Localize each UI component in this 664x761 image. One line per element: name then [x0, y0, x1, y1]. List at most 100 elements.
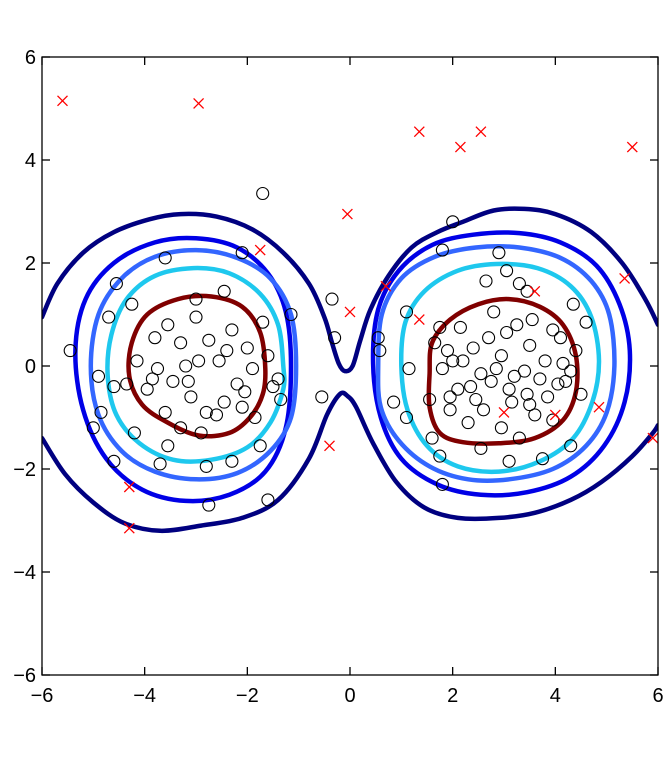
inlier-point	[399, 410, 414, 425]
outlier-point	[413, 126, 425, 138]
x-tick-label: 4	[550, 685, 561, 707]
inlier-point	[423, 392, 437, 407]
inlier-point	[464, 380, 478, 394]
inlier-point	[120, 377, 134, 391]
inlier-point	[86, 421, 100, 435]
inlier-point	[512, 277, 526, 291]
inlier-point	[512, 431, 526, 445]
inlier-point	[245, 362, 260, 376]
inlier-point	[235, 400, 249, 414]
inlier-point	[107, 380, 121, 394]
inlier-point	[150, 362, 165, 376]
outlier-point	[529, 285, 541, 297]
inlier-point	[399, 305, 414, 319]
inlier-point	[453, 320, 467, 334]
inlier-point	[174, 336, 188, 350]
x-tick-label: −4	[133, 685, 156, 707]
inlier-point	[189, 310, 203, 324]
inlier-point	[476, 403, 491, 417]
inlier-point	[440, 344, 455, 358]
inlier-point	[125, 297, 139, 311]
inlier-point	[546, 413, 560, 427]
outlier-point	[57, 95, 68, 107]
inlier-point	[428, 336, 442, 350]
inlier-point	[274, 392, 288, 407]
inlier-point	[574, 387, 588, 401]
inlier-point	[502, 454, 516, 468]
inlier-point	[474, 367, 488, 381]
inlier-point	[469, 392, 483, 407]
contour-level-1-path-2	[42, 390, 658, 534]
inlier-point	[494, 421, 508, 435]
inlier-point	[202, 333, 216, 347]
inlier-point	[528, 408, 542, 422]
inlier-point	[315, 390, 329, 404]
contour-level-4-path-1	[105, 265, 287, 464]
inlier-point	[433, 320, 447, 334]
outlier-point	[344, 306, 356, 318]
inlier-point	[130, 354, 144, 368]
inlier-point	[520, 284, 534, 298]
outlier-point	[193, 97, 205, 109]
outlier-point	[380, 280, 392, 292]
x-tick-label: −6	[31, 685, 54, 707]
inlier-point	[202, 498, 216, 512]
contour-level-5-path-2	[426, 296, 580, 446]
y-tick-label: 0	[25, 356, 36, 378]
inlier-point	[474, 441, 488, 455]
inlier-point	[371, 331, 385, 345]
inlier-point	[487, 305, 501, 319]
contour-layer	[42, 206, 658, 534]
inlier-point	[451, 382, 465, 396]
inlier-point	[559, 374, 573, 388]
inlier-point	[91, 369, 106, 383]
inlier-point	[174, 421, 188, 435]
inlier-point	[482, 331, 496, 345]
inlier-point	[520, 387, 534, 401]
y-tick-label: 6	[25, 47, 36, 69]
inlier-point	[387, 395, 401, 409]
inlier-point	[109, 277, 123, 291]
inlier-point	[248, 410, 262, 425]
inlier-point	[443, 390, 457, 404]
inlier-point	[564, 364, 578, 378]
inlier-point	[553, 331, 568, 345]
inlier-point	[230, 377, 244, 391]
inlier-point	[199, 459, 213, 473]
inlier-point	[446, 354, 460, 368]
outlier-point	[324, 440, 335, 452]
inlier-point	[456, 354, 470, 368]
inlier-point	[500, 325, 514, 340]
inlier-point	[235, 246, 249, 260]
inlier-point	[256, 186, 270, 201]
contour-level-3-path-2	[375, 244, 617, 483]
inlier-point	[564, 439, 578, 453]
inlier-point	[551, 377, 565, 391]
inlier-point	[148, 331, 162, 345]
inlier-point	[523, 398, 537, 412]
outlier-point	[549, 409, 561, 421]
inlier-point	[261, 493, 275, 507]
inlier-point	[199, 405, 213, 419]
inlier-point	[184, 390, 198, 404]
outlier-point	[254, 244, 266, 256]
inlier-point	[328, 331, 342, 345]
outlier-point	[647, 432, 658, 444]
inlier-point	[533, 372, 547, 386]
inlier-point	[494, 349, 508, 363]
contour-level-4-path-2	[398, 261, 602, 475]
inlier-point	[523, 338, 537, 352]
y-tick-label: 4	[25, 150, 36, 172]
inlier-point	[271, 372, 285, 386]
marker-layer	[57, 95, 658, 534]
inlier-point	[94, 405, 108, 419]
x-tick-label: 2	[447, 685, 458, 707]
inlier-point	[435, 243, 449, 257]
axes: −6 −4 −2 0 2 4 6 −6 −4 −2 0 2 4 6	[13, 47, 663, 707]
outlier-point	[593, 401, 605, 413]
outlier-point	[626, 141, 638, 153]
inlier-point	[446, 215, 460, 229]
y-tick-label: −6	[13, 665, 36, 687]
